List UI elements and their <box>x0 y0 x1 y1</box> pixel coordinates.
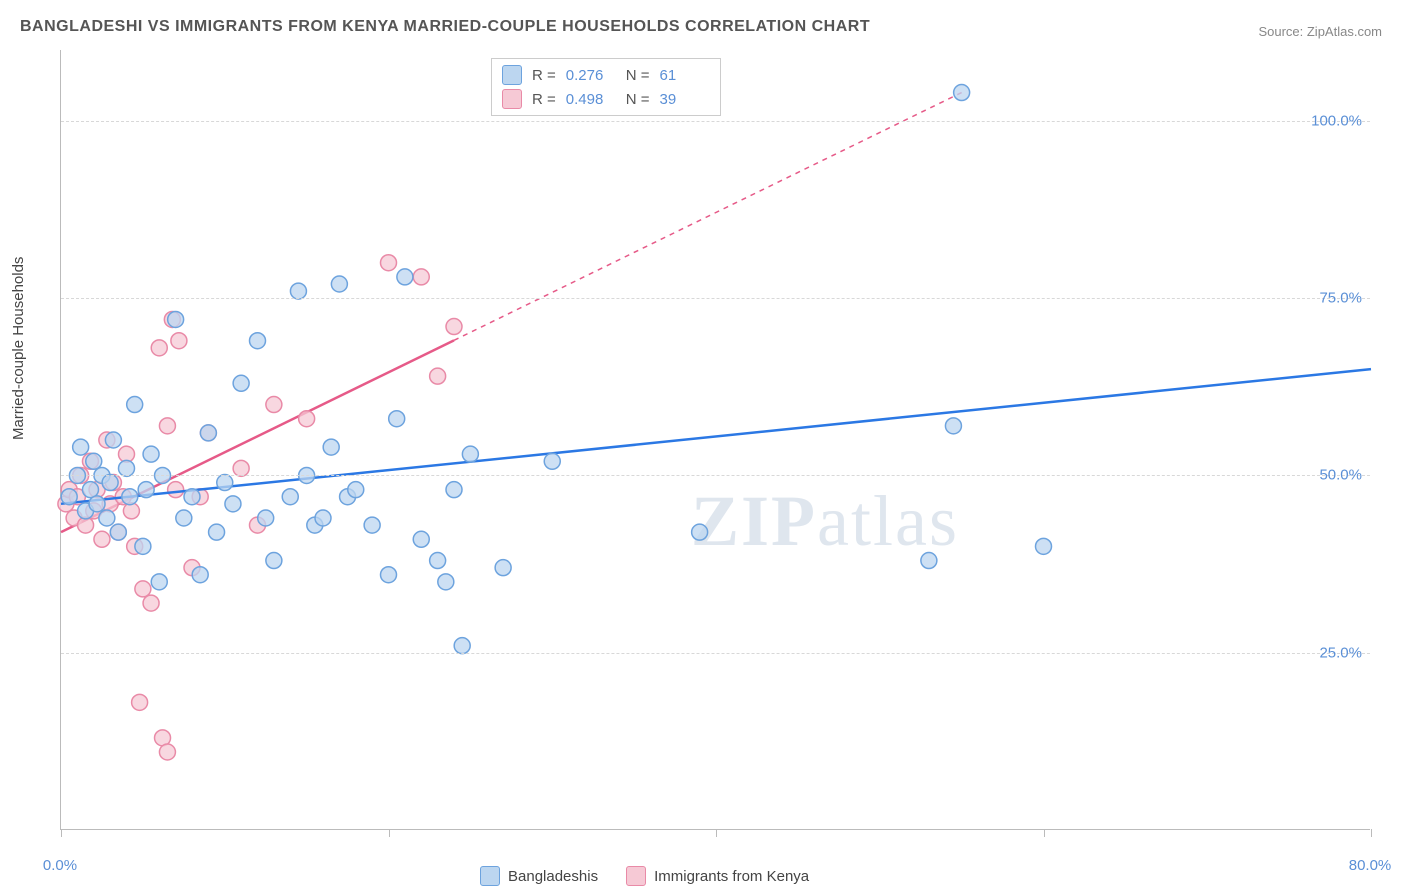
x-tick-label: 0.0% <box>43 857 77 874</box>
chart-svg <box>61 50 1370 829</box>
n-label-2: N = <box>626 91 650 108</box>
chart-container: BANGLADESHI VS IMMIGRANTS FROM KENYA MAR… <box>0 0 1406 892</box>
swatch-kenya <box>502 89 522 109</box>
r-value-1: 0.276 <box>566 67 616 84</box>
gridline-h <box>61 475 1370 476</box>
x-tick <box>716 829 717 837</box>
x-tick <box>389 829 390 837</box>
swatch-bangladeshis <box>502 65 522 85</box>
bottom-legend: Bangladeshis Immigrants from Kenya <box>480 866 809 886</box>
n-value-1: 61 <box>660 67 710 84</box>
legend-swatch-2 <box>626 866 646 886</box>
r-value-2: 0.498 <box>566 91 616 108</box>
n-value-2: 39 <box>660 91 710 108</box>
stats-box: R = 0.276 N = 61 R = 0.498 N = 39 <box>491 58 721 116</box>
n-label: N = <box>626 67 650 84</box>
y-tick-label: 25.0% <box>1319 644 1362 661</box>
r-label-2: R = <box>532 91 556 108</box>
x-tick-label: 80.0% <box>1349 857 1392 874</box>
x-tick <box>1044 829 1045 837</box>
r-label: R = <box>532 67 556 84</box>
plot-area: ZIPatlas R = 0.276 N = 61 R = 0.498 N = … <box>60 50 1370 830</box>
x-tick <box>1371 829 1372 837</box>
stats-row-2: R = 0.498 N = 39 <box>502 87 710 111</box>
gridline-h <box>61 121 1370 122</box>
legend-label-1: Bangladeshis <box>508 868 598 885</box>
chart-title: BANGLADESHI VS IMMIGRANTS FROM KENYA MAR… <box>20 18 870 36</box>
y-tick-label: 75.0% <box>1319 290 1362 307</box>
y-axis-label: Married-couple Households <box>10 257 27 440</box>
gridline-h <box>61 653 1370 654</box>
legend-swatch-1 <box>480 866 500 886</box>
stats-row-1: R = 0.276 N = 61 <box>502 63 710 87</box>
y-tick-label: 50.0% <box>1319 467 1362 484</box>
legend-item-2: Immigrants from Kenya <box>626 866 809 886</box>
x-tick <box>61 829 62 837</box>
gridline-h <box>61 298 1370 299</box>
source-label: Source: ZipAtlas.com <box>1258 24 1382 39</box>
legend-label-2: Immigrants from Kenya <box>654 868 809 885</box>
y-tick-label: 100.0% <box>1311 112 1362 129</box>
legend-item-1: Bangladeshis <box>480 866 598 886</box>
